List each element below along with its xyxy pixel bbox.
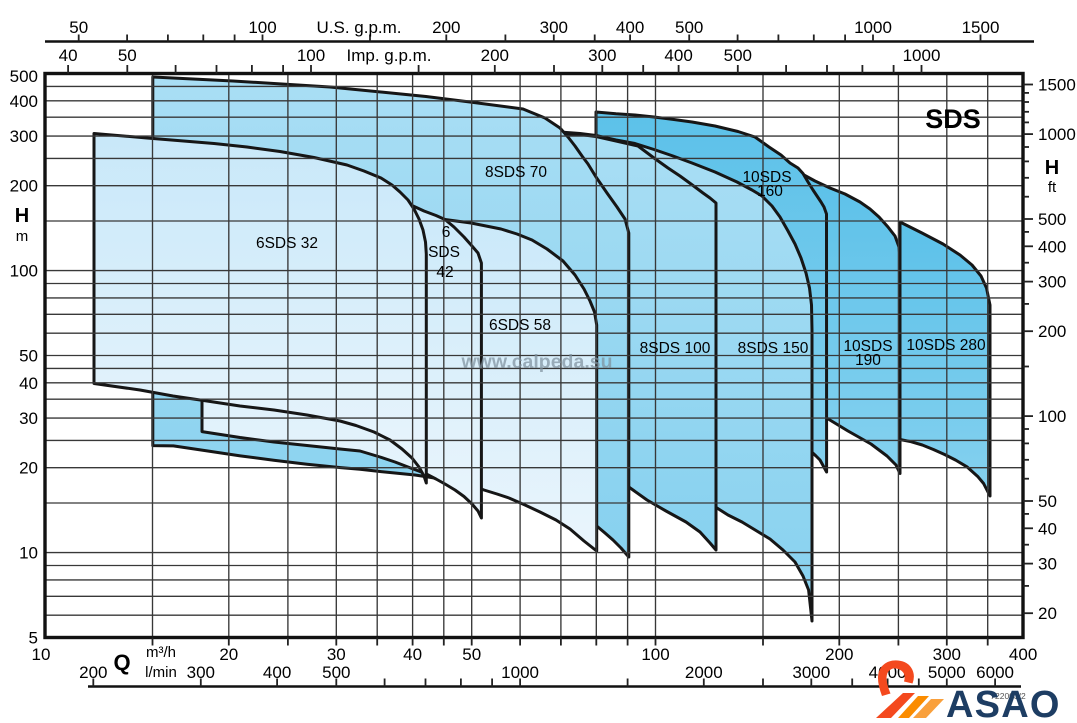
svg-text:160: 160 (757, 183, 783, 200)
svg-text:200: 200 (825, 645, 853, 664)
svg-text:10SDS: 10SDS (843, 338, 892, 355)
svg-text:50: 50 (1038, 492, 1057, 511)
svg-text:5000: 5000 (928, 663, 966, 682)
svg-text:H: H (15, 205, 29, 227)
svg-text:300: 300 (540, 18, 568, 37)
svg-text:500: 500 (675, 18, 703, 37)
svg-text:m³/h: m³/h (146, 644, 176, 661)
svg-text:1000: 1000 (501, 663, 539, 682)
svg-text:ft: ft (1048, 179, 1057, 196)
svg-text:U.S. g.p.m.: U.S. g.p.m. (316, 18, 401, 37)
svg-text:1500: 1500 (962, 18, 1000, 37)
svg-text:500: 500 (10, 67, 38, 86)
svg-text:42: 42 (436, 264, 453, 281)
svg-text:200: 200 (432, 18, 460, 37)
svg-text:50: 50 (118, 46, 137, 65)
svg-text:1000: 1000 (903, 46, 941, 65)
svg-text:8SDS 70: 8SDS 70 (485, 164, 547, 181)
svg-text:Q: Q (113, 650, 130, 675)
svg-text:100: 100 (641, 645, 669, 664)
svg-text:50: 50 (69, 18, 88, 37)
svg-text:8SDS 150: 8SDS 150 (738, 340, 809, 357)
svg-text:l/min: l/min (145, 664, 177, 681)
svg-text:6SDS 58: 6SDS 58 (489, 317, 551, 334)
svg-text:500: 500 (322, 663, 350, 682)
svg-text:30: 30 (19, 409, 38, 428)
svg-text:1500: 1500 (1038, 76, 1076, 95)
svg-text:40: 40 (19, 374, 38, 393)
svg-text:www.calpeda.su: www.calpeda.su (461, 351, 613, 373)
svg-text:400: 400 (10, 92, 38, 111)
svg-text:8SDS 100: 8SDS 100 (640, 340, 711, 357)
svg-text:400: 400 (263, 663, 291, 682)
svg-text:50: 50 (19, 347, 38, 366)
svg-text:10: 10 (32, 645, 51, 664)
svg-text:1000: 1000 (1038, 125, 1076, 144)
svg-text:SDS: SDS (428, 244, 460, 261)
svg-text:40: 40 (1038, 519, 1057, 538)
svg-text:200: 200 (481, 46, 509, 65)
svg-text:5: 5 (29, 629, 38, 648)
svg-text:6: 6 (442, 224, 451, 241)
svg-text:50: 50 (462, 645, 481, 664)
svg-text:400: 400 (616, 18, 644, 37)
svg-text:6SDS 32: 6SDS 32 (256, 235, 318, 252)
svg-text:100: 100 (248, 18, 276, 37)
svg-text:H: H (1045, 157, 1059, 179)
svg-text:100: 100 (10, 262, 38, 281)
svg-text:300: 300 (933, 645, 961, 664)
svg-text:200: 200 (1038, 322, 1066, 341)
svg-text:722003/2: 722003/2 (990, 691, 1026, 701)
svg-text:200: 200 (79, 663, 107, 682)
svg-text:20: 20 (1038, 604, 1057, 623)
svg-text:6000: 6000 (976, 663, 1014, 682)
svg-text:10: 10 (19, 544, 38, 563)
svg-text:Imp. g.p.m.: Imp. g.p.m. (346, 46, 431, 65)
svg-text:ASAO: ASAO (946, 684, 1061, 718)
svg-text:500: 500 (1038, 210, 1066, 229)
svg-text:500: 500 (724, 46, 752, 65)
svg-text:m: m (16, 228, 29, 245)
svg-text:40: 40 (403, 645, 422, 664)
svg-text:400: 400 (1038, 237, 1066, 256)
svg-text:20: 20 (219, 645, 238, 664)
svg-text:400: 400 (664, 46, 692, 65)
svg-text:40: 40 (59, 46, 78, 65)
svg-text:30: 30 (1038, 555, 1057, 574)
svg-text:SDS: SDS (925, 104, 981, 134)
svg-text:300: 300 (1038, 273, 1066, 292)
svg-text:20: 20 (19, 459, 38, 478)
svg-text:30: 30 (327, 645, 346, 664)
svg-text:2000: 2000 (685, 663, 723, 682)
svg-text:1000: 1000 (854, 18, 892, 37)
svg-text:300: 300 (10, 127, 38, 146)
svg-text:300: 300 (588, 46, 616, 65)
svg-text:100: 100 (297, 46, 325, 65)
svg-text:100: 100 (1038, 407, 1066, 426)
svg-text:190: 190 (855, 352, 881, 369)
svg-text:400: 400 (1009, 645, 1037, 664)
svg-text:10SDS 280: 10SDS 280 (906, 337, 986, 354)
svg-text:10SDS: 10SDS (742, 169, 791, 186)
svg-text:3000: 3000 (792, 663, 830, 682)
svg-text:200: 200 (10, 177, 38, 196)
svg-text:300: 300 (187, 663, 215, 682)
